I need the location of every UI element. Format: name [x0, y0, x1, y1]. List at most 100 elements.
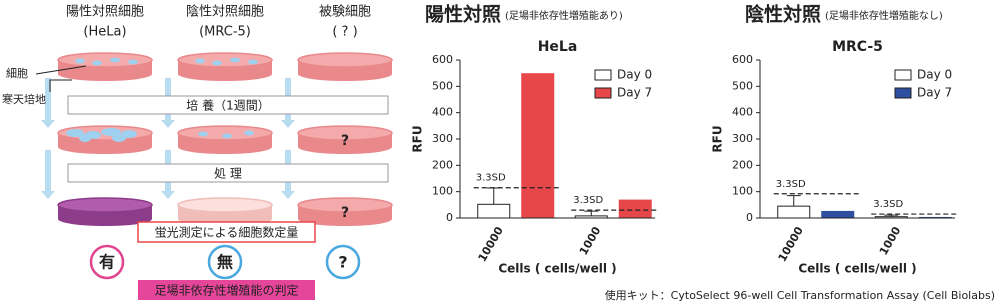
dish-bottom — [298, 67, 392, 81]
dish-mark: ? — [341, 133, 349, 149]
dish-bottom — [178, 140, 272, 154]
legend-swatch — [594, 87, 612, 99]
cell — [230, 57, 240, 63]
judgement-box — [138, 280, 315, 300]
cell — [75, 58, 85, 64]
column-name: 陰性対照細胞 — [186, 5, 264, 20]
chart-heading: 陰性対照 — [745, 3, 821, 26]
bar — [618, 199, 652, 219]
legend-swatch — [594, 69, 612, 81]
legend-swatch — [894, 87, 912, 99]
bar — [821, 210, 855, 219]
cell — [212, 60, 222, 66]
cell — [222, 133, 232, 139]
colony — [66, 129, 84, 137]
pointer — [35, 65, 87, 75]
legend-label: Day 0 — [917, 68, 952, 82]
step-label: 培 養（1週間） — [186, 98, 269, 113]
y-axis-label: RFU — [711, 125, 725, 152]
y-tick-label: 400 — [732, 106, 753, 119]
colony — [79, 134, 91, 142]
x-tick-label: 1000 — [877, 224, 904, 257]
dish-bottom — [298, 140, 392, 154]
x-axis-label: Cells ( cells/well ) — [798, 262, 916, 276]
column-name: 被験細胞 — [319, 5, 371, 20]
dish-top — [57, 52, 153, 68]
legend-swatch — [894, 69, 912, 81]
dish-top — [177, 52, 273, 68]
cell — [244, 130, 254, 136]
x-tick-label: 1000 — [577, 224, 604, 257]
label-agar: 寒天培地 — [2, 92, 46, 106]
arrow-head — [281, 191, 295, 199]
bar — [477, 203, 511, 219]
dish-mark: ? — [341, 205, 349, 221]
result-label: 無 — [217, 253, 233, 272]
colony — [101, 128, 121, 136]
dish-top — [177, 125, 273, 141]
y-tick-label: 0 — [446, 211, 453, 224]
cell — [195, 58, 205, 64]
chart-heading: 陽性対照 — [425, 3, 501, 26]
y-tick-label: 0 — [746, 211, 753, 224]
column-cell: ( ? ) — [332, 25, 357, 40]
dish-top — [297, 125, 393, 141]
y-tick-label: 600 — [732, 53, 753, 66]
dish-bottom — [58, 212, 152, 226]
colony — [112, 134, 126, 142]
judgement-label: 足場非依存性増殖能の判定 — [154, 283, 298, 298]
x-axis-label: Cells ( cells/well ) — [498, 262, 616, 276]
column-name: 陽性対照細胞 — [66, 5, 144, 20]
cell — [128, 59, 138, 65]
legend-label: Day 0 — [617, 68, 652, 82]
dish-top — [297, 52, 393, 68]
legend-label: Day 7 — [917, 86, 952, 100]
arrow-shaft — [45, 78, 51, 121]
bar — [521, 73, 555, 219]
y-tick-label: 600 — [432, 53, 453, 66]
chart-subheading: (足場非依存性増殖能あり) — [505, 9, 623, 22]
chart-title: MRC-5 — [832, 39, 883, 55]
footnote: 使用キット：CytoSelect 96-well Cell Transforma… — [605, 289, 995, 302]
dish-bottom — [178, 67, 272, 81]
legend-label: Day 7 — [617, 86, 652, 100]
result-label: 有 — [99, 253, 115, 272]
cell — [198, 131, 208, 137]
chart-subheading: (足場非依存性増殖能なし) — [825, 9, 943, 22]
dish-top — [297, 197, 393, 213]
arrow-head — [161, 120, 175, 128]
label-cell: 細胞 — [6, 67, 28, 80]
x-tick-label: 10000 — [476, 224, 507, 264]
arrow-head — [41, 120, 55, 128]
arrow-head — [161, 191, 175, 199]
arrow-head — [41, 191, 55, 199]
y-tick-label: 300 — [432, 132, 453, 145]
cell — [92, 60, 102, 66]
y-tick-label: 200 — [732, 158, 753, 171]
y-tick-label: 400 — [432, 106, 453, 119]
y-tick-label: 100 — [432, 185, 453, 198]
pointer — [49, 79, 72, 92]
arrow-shaft — [45, 150, 51, 192]
result-circle — [89, 244, 125, 280]
x-tick-label: 10000 — [776, 224, 807, 264]
y-tick-label: 500 — [732, 79, 753, 92]
dish-bottom — [58, 140, 152, 154]
sd-label: 3.3SD — [476, 173, 506, 184]
chart-title: HeLa — [538, 39, 578, 55]
sd-label: 3.3SD — [873, 199, 903, 210]
result-circle — [207, 244, 243, 280]
step-box — [67, 95, 389, 115]
dish-top — [57, 197, 153, 213]
dish-top — [177, 197, 273, 213]
step-box — [67, 163, 389, 183]
arrow-head — [281, 120, 295, 128]
step-label: 処 理 — [214, 167, 242, 181]
column-cell: (MRC-5) — [199, 25, 251, 40]
y-tick-label: 300 — [732, 132, 753, 145]
cell — [248, 59, 258, 65]
dish-bottom — [58, 67, 152, 81]
result-circle — [325, 244, 361, 280]
sd-label: 3.3SD — [573, 195, 603, 206]
